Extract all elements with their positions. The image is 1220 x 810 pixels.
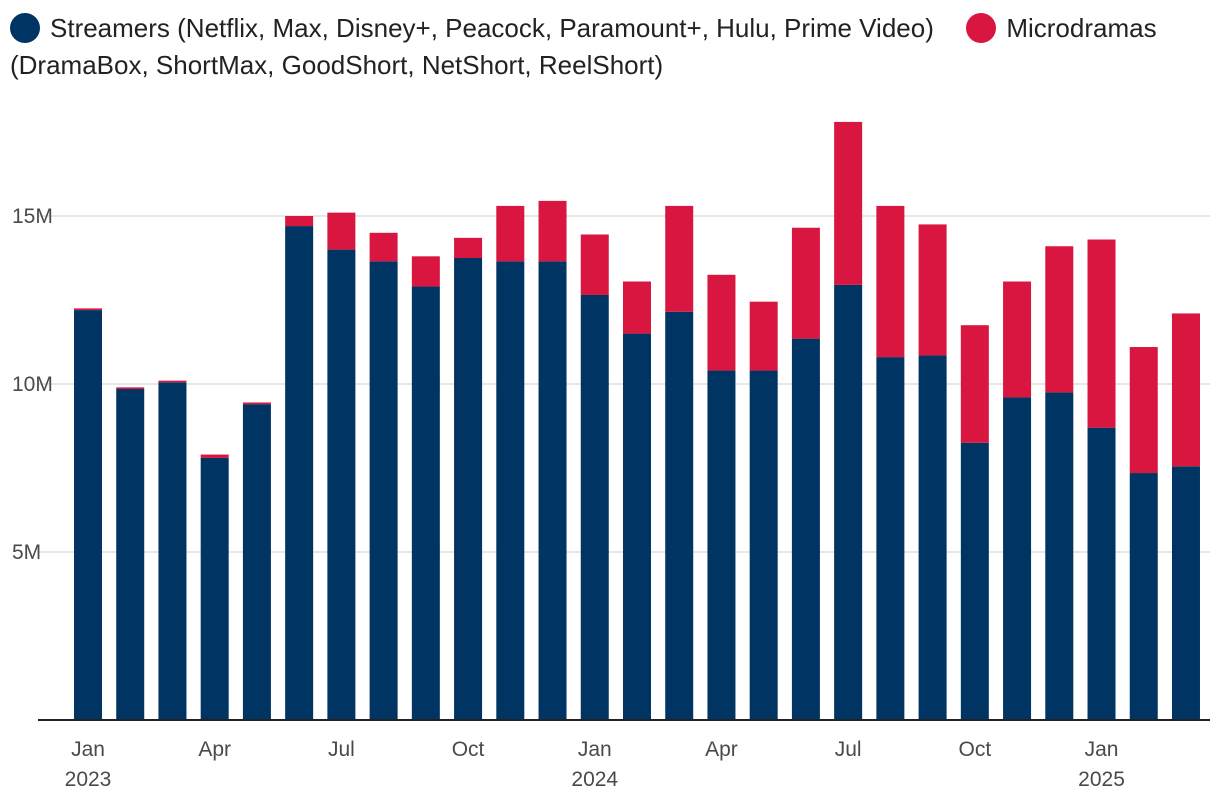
bar-streamers[interactable] xyxy=(834,284,863,720)
bar-streamers[interactable] xyxy=(791,338,820,720)
bar-streamers[interactable] xyxy=(622,333,651,720)
bar-microdramas[interactable] xyxy=(665,205,694,312)
x-tick-year-label: 2025 xyxy=(1078,768,1125,791)
bar-streamers[interactable] xyxy=(369,261,398,720)
x-tick-label: Jan xyxy=(578,738,612,761)
bar-streamers[interactable] xyxy=(411,286,440,720)
legend-item-streamers[interactable]: Streamers (Netflix, Max, Disney+, Peacoc… xyxy=(10,13,941,43)
bar-streamers[interactable] xyxy=(285,226,314,720)
bar-streamers[interactable] xyxy=(1045,392,1074,720)
bar-microdramas[interactable] xyxy=(1087,239,1116,428)
bar-microdramas[interactable] xyxy=(918,224,947,356)
x-tick-label: Oct xyxy=(452,738,485,761)
bar-microdramas[interactable] xyxy=(1171,313,1200,467)
bar-microdramas[interactable] xyxy=(327,212,356,250)
x-tick-label: Oct xyxy=(958,738,991,761)
bar-streamers[interactable] xyxy=(918,355,947,720)
bar-microdramas[interactable] xyxy=(749,301,778,371)
bar-streamers[interactable] xyxy=(749,370,778,720)
bar-microdramas[interactable] xyxy=(369,232,398,262)
bar-streamers[interactable] xyxy=(242,404,271,720)
bar-streamers[interactable] xyxy=(74,310,102,720)
legend-label-microdramas: Microdramas (DramaBox, ShortMax, GoodSho… xyxy=(10,13,1157,80)
bar-streamers[interactable] xyxy=(538,261,567,720)
y-tick-label: 10M xyxy=(12,373,53,396)
bar-streamers[interactable] xyxy=(496,261,525,720)
bar-streamers[interactable] xyxy=(960,442,989,720)
bar-microdramas[interactable] xyxy=(834,121,863,285)
bar-streamers[interactable] xyxy=(665,311,694,720)
x-tick-label: Jan xyxy=(1085,738,1119,761)
bar-microdramas[interactable] xyxy=(242,402,271,405)
bar-microdramas[interactable] xyxy=(960,325,989,443)
bar-streamers[interactable] xyxy=(327,249,356,720)
bar-microdramas[interactable] xyxy=(158,380,187,383)
bar-microdramas[interactable] xyxy=(411,256,440,287)
bar-microdramas[interactable] xyxy=(116,387,145,390)
bar-microdramas[interactable] xyxy=(454,237,483,258)
bar-streamers[interactable] xyxy=(158,382,187,720)
bar-microdramas[interactable] xyxy=(1003,281,1032,398)
bar-microdramas[interactable] xyxy=(791,227,820,339)
bar-microdramas[interactable] xyxy=(1045,246,1074,393)
bar-streamers[interactable] xyxy=(876,357,905,720)
bar-microdramas[interactable] xyxy=(622,281,651,334)
bar-streamers[interactable] xyxy=(1003,397,1032,720)
x-tick-label: Jul xyxy=(328,738,355,761)
x-tick-label: Jan xyxy=(71,738,105,761)
x-tick-label: Apr xyxy=(198,738,231,761)
bar-streamers[interactable] xyxy=(1129,473,1158,720)
x-tick-year-label: 2023 xyxy=(65,768,112,791)
bar-microdramas[interactable] xyxy=(74,308,102,311)
bar-microdramas[interactable] xyxy=(1129,347,1158,474)
bar-microdramas[interactable] xyxy=(580,234,609,295)
bar-microdramas[interactable] xyxy=(285,216,314,227)
y-tick-label: 15M xyxy=(12,205,53,228)
bar-streamers[interactable] xyxy=(116,389,145,720)
x-tick-year-label: 2024 xyxy=(571,768,618,791)
legend-swatch-streamers xyxy=(10,13,40,43)
bar-streamers[interactable] xyxy=(707,370,736,720)
x-tick-label: Apr xyxy=(705,738,738,761)
x-tick-label: Jul xyxy=(835,738,862,761)
legend-label-streamers: Streamers (Netflix, Max, Disney+, Peacoc… xyxy=(50,13,934,43)
bar-microdramas[interactable] xyxy=(538,200,567,262)
bar-streamers[interactable] xyxy=(580,294,609,720)
bar-streamers[interactable] xyxy=(200,457,229,720)
legend-item-microdramas[interactable]: Microdramas (DramaBox, ShortMax, GoodSho… xyxy=(10,13,1157,80)
bar-streamers[interactable] xyxy=(454,258,483,720)
bar-microdramas[interactable] xyxy=(200,454,229,458)
legend: Streamers (Netflix, Max, Disney+, Peacoc… xyxy=(10,10,1210,84)
legend-swatch-microdramas xyxy=(966,13,997,43)
y-tick-label: 5M xyxy=(12,541,41,564)
bar-microdramas[interactable] xyxy=(496,205,525,262)
bar-microdramas[interactable] xyxy=(876,205,905,358)
bar-streamers[interactable] xyxy=(1171,466,1200,720)
bar-microdramas[interactable] xyxy=(707,274,736,371)
bar-streamers[interactable] xyxy=(1087,427,1116,720)
